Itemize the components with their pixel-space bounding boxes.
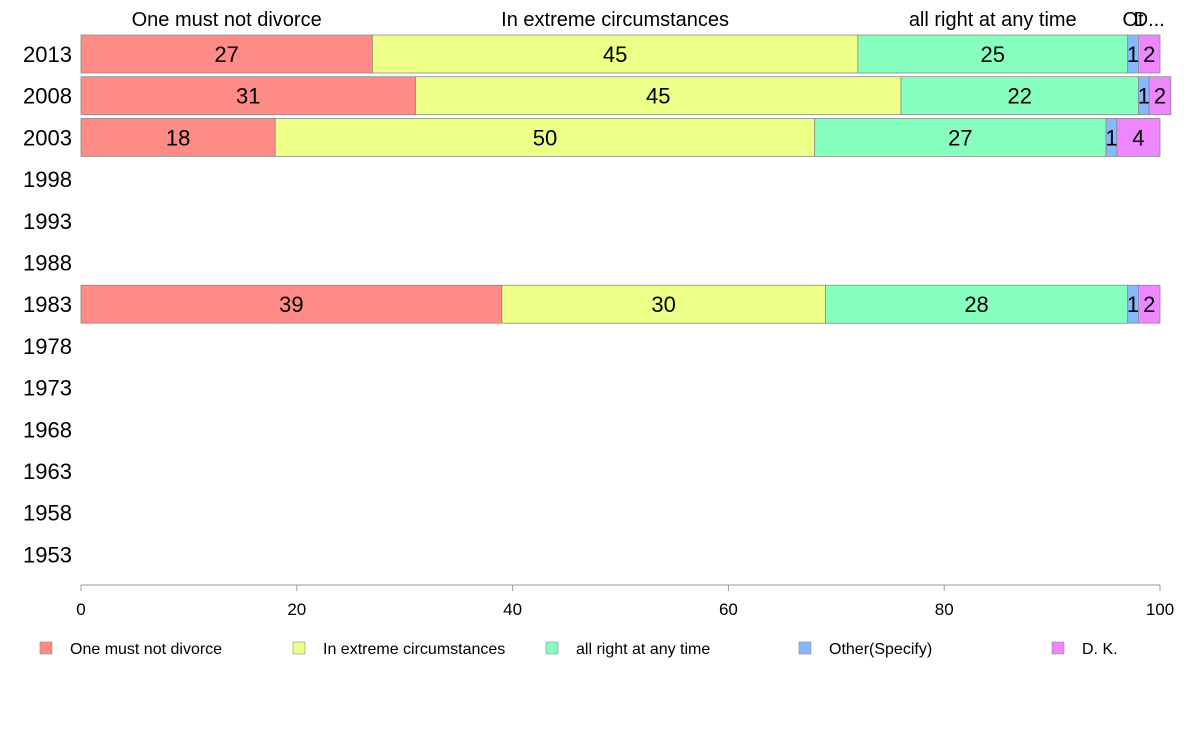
bar-segment-2003-all-right-at-any-time <box>814 118 1107 157</box>
year-label-1988: 1988 <box>23 251 72 276</box>
bar-segment-2008-in-extreme-circumstances <box>415 76 902 116</box>
bar-segment-2003-d-k <box>1116 118 1161 157</box>
value-label-2008-other-specify: 1 <box>1138 84 1150 109</box>
legend-swatch-all-right-at-any-time <box>545 641 559 655</box>
bars: 27 45 25 1 231 45 22 1 218 50 27 1 439 30 28 1 2 <box>80 34 1172 324</box>
value-label-2003-in-extreme-circumstances: 50 <box>533 125 557 150</box>
year-label-1983: 1983 <box>23 292 72 317</box>
category-header-all-right-at-any-time: all right at any time <box>909 9 1077 31</box>
value-label-2008-in-extreme-circumstances: 45 <box>646 84 670 109</box>
bar-segment-2003-one-must-not-divorce <box>80 118 276 157</box>
legend-label-other-specify: Other(Specify) <box>829 641 932 658</box>
year-label-1973: 1973 <box>23 376 72 401</box>
value-label-2013-d-k: 2 <box>1143 42 1155 67</box>
value-label-1983-all-right-at-any-time: 28 <box>964 292 988 317</box>
year-label-2013: 2013 <box>23 42 72 67</box>
legend-label-in-extreme-circumstances: In extreme circumstances <box>323 641 505 658</box>
value-label-2013-one-must-not-divorce: 27 <box>214 42 238 67</box>
category-header-in-extreme-circumstances: In extreme circumstances <box>501 9 729 31</box>
bar-segment-2008-all-right-at-any-time <box>900 76 1139 116</box>
legend-swatch-other-specify <box>798 641 812 655</box>
x-tick-label-100: 100 <box>1146 600 1174 619</box>
x-tick-label-60: 60 <box>719 600 738 619</box>
year-label-1968: 1968 <box>23 417 72 442</box>
category-header-d-k: D... <box>1134 9 1165 31</box>
year-label-1953: 1953 <box>23 542 72 567</box>
value-label-2013-in-extreme-circumstances: 45 <box>603 42 627 67</box>
value-label-1983-d-k: 2 <box>1143 292 1155 317</box>
bar-segment-1983-d-k <box>1138 284 1161 324</box>
bar-segment-1983-in-extreme-circumstances <box>501 284 826 324</box>
year-label-1963: 1963 <box>23 459 72 484</box>
x-tick-label-20: 20 <box>287 600 306 619</box>
year-label-1958: 1958 <box>23 501 72 526</box>
year-axis-labels: 2013 2008 2003 1998 1993 1988 1983 1978 1973 1968… <box>23 42 72 567</box>
value-label-2003-all-right-at-any-time: 27 <box>948 125 972 150</box>
year-label-1993: 1993 <box>23 209 72 234</box>
value-label-1983-one-must-not-divorce: 39 <box>279 292 303 317</box>
x-tick-label-80: 80 <box>935 600 954 619</box>
year-label-1978: 1978 <box>23 334 72 359</box>
x-tick-label-0: 0 <box>76 600 85 619</box>
bar-segment-2008-d-k <box>1148 76 1172 116</box>
value-label-1983-other-specify: 1 <box>1127 292 1139 317</box>
value-label-2008-all-right-at-any-time: 22 <box>1007 84 1031 109</box>
category-header-other-specify: Ot <box>1122 9 1144 31</box>
legend-label-all-right-at-any-time: all right at any time <box>576 641 710 658</box>
year-label-1998: 1998 <box>23 167 72 192</box>
value-label-2008-d-k: 2 <box>1154 84 1166 109</box>
value-label-2013-all-right-at-any-time: 25 <box>981 42 1005 67</box>
legend-swatch-d-k <box>1051 641 1065 655</box>
bar-segment-1983-one-must-not-divorce <box>80 284 503 324</box>
legend: One must not divorce In extreme circumsta… <box>39 641 1118 658</box>
legend-swatch-in-extreme-circumstances <box>292 641 306 655</box>
bar-segment-2013-in-extreme-circumstances <box>371 34 859 74</box>
legend-label-one-must-not-divorce: One must not divorce <box>70 641 222 658</box>
value-label-1983-in-extreme-circumstances: 30 <box>651 292 675 317</box>
category-header-one-must-not-divorce: One must not divorce <box>132 9 322 31</box>
value-label-2013-other-specify: 1 <box>1127 42 1139 67</box>
legend-swatch-one-must-not-divorce <box>39 641 53 655</box>
value-label-2003-other-specify: 1 <box>1105 125 1117 150</box>
value-label-2008-one-must-not-divorce: 31 <box>236 84 260 109</box>
x-axis: 0 20 40 60 80 100 <box>76 584 1174 619</box>
category-header-labels: One must not divorce In extreme circumsta… <box>132 9 1165 31</box>
bar-segment-2013-d-k <box>1138 34 1161 74</box>
year-label-2003: 2003 <box>23 125 72 150</box>
x-tick-label-40: 40 <box>503 600 522 619</box>
value-label-2003-one-must-not-divorce: 18 <box>166 125 190 150</box>
legend-label-d-k: D. K. <box>1082 641 1118 658</box>
year-label-2008: 2008 <box>23 84 72 109</box>
value-label-2003-d-k: 4 <box>1132 125 1144 150</box>
